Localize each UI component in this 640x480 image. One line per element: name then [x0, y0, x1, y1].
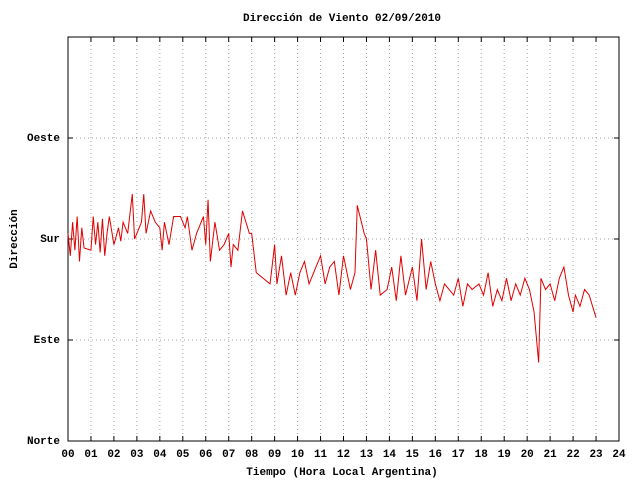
x-tick-label: 16 [429, 449, 442, 461]
x-tick-label: 11 [314, 449, 328, 461]
y-tick-label: Oeste [27, 133, 60, 145]
y-tick-label: Este [34, 335, 61, 347]
x-tick-label: 13 [360, 449, 374, 461]
data-line [67, 194, 597, 363]
x-tick-label: 09 [268, 449, 281, 461]
x-tick-label: 21 [544, 449, 558, 461]
y-axis-label: Dirección [9, 209, 21, 268]
x-tick-label: 20 [521, 449, 534, 461]
x-tick-label: 08 [245, 449, 259, 461]
x-tick-label: 19 [498, 449, 511, 461]
x-tick-label: 05 [176, 449, 190, 461]
x-tick-label: 03 [130, 449, 144, 461]
x-tick-label: 00 [61, 449, 74, 461]
plot-border [67, 36, 620, 442]
x-tick-label: 12 [337, 449, 350, 461]
y-tick-label: Norte [27, 436, 60, 448]
x-tick-label: 18 [475, 449, 489, 461]
x-tick-label: 24 [612, 449, 626, 461]
x-axis-label: Tiempo (Hora Local Argentina) [246, 467, 437, 479]
x-tick-label: 02 [107, 449, 120, 461]
chart-title: Dirección de Viento 02/09/2010 [243, 13, 441, 25]
y-tick-label: Sur [40, 234, 60, 246]
x-tick-label: 01 [84, 449, 98, 461]
x-tick-label: 10 [291, 449, 304, 461]
x-tick-label: 06 [199, 449, 212, 461]
x-tick-label: 22 [566, 449, 579, 461]
x-tick-label: 15 [406, 449, 420, 461]
x-tick-label: 07 [222, 449, 235, 461]
x-tick-label: 23 [589, 449, 603, 461]
x-tick-label: 14 [383, 449, 397, 461]
x-tick-label: 17 [452, 449, 465, 461]
x-tick-label: 04 [153, 449, 167, 461]
